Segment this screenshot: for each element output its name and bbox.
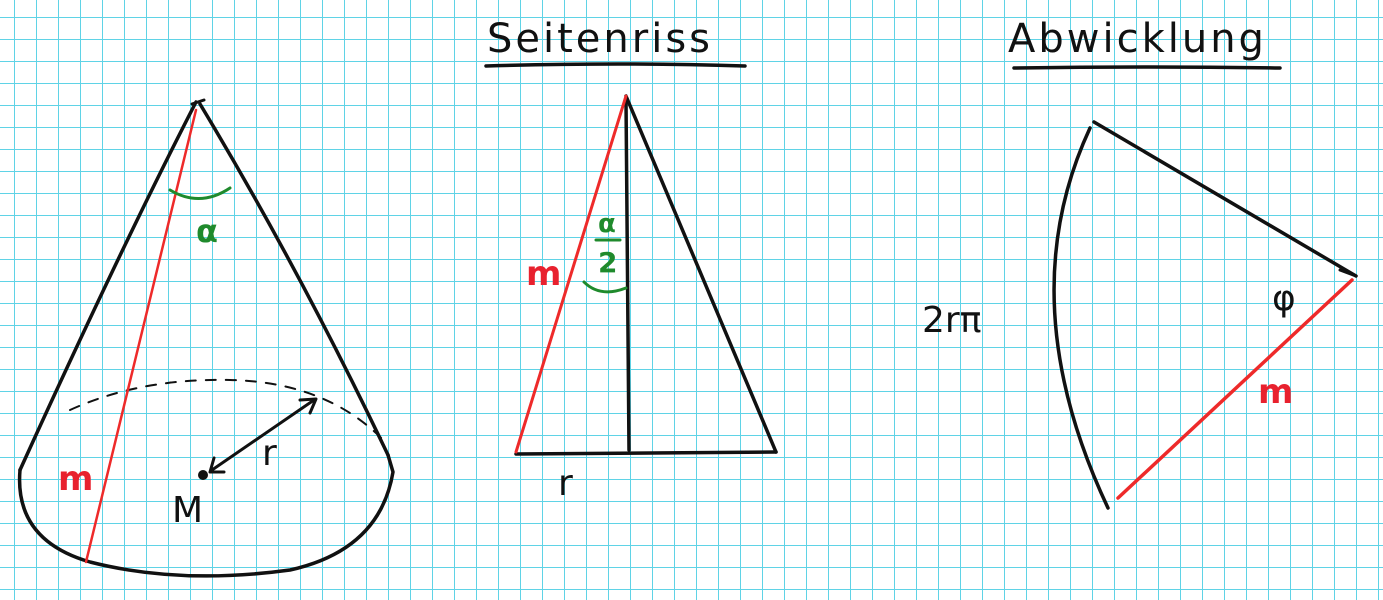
apex-angle-arc (168, 186, 232, 200)
cone-slant-label: m (58, 459, 93, 499)
cone-slant-line (84, 108, 198, 564)
cone-base-front-arc (17, 453, 395, 578)
side-view-slant-line (514, 94, 628, 454)
cone-figure: m α r M (17, 98, 395, 578)
cone-center-label: M (172, 490, 203, 531)
radius-arrow-head-outer (298, 397, 318, 415)
net-top-radius (1092, 120, 1358, 278)
side-view-slant-label: m (526, 254, 561, 294)
side-view-right-edge (624, 94, 778, 454)
side-view-section: Seitenriss m α 2 r (484, 16, 778, 504)
net-slant-radius (1116, 278, 1354, 500)
cone-right-edge (198, 102, 390, 457)
cone-radius-label: r (262, 433, 277, 474)
side-view-base-line (514, 450, 778, 456)
half-angle-numerator: α (598, 209, 616, 239)
side-view-heading: Seitenriss (487, 16, 713, 62)
net-heading-underline (1012, 65, 1282, 70)
cone-angle-label: α (196, 212, 218, 250)
cone-apex-tick (190, 98, 206, 106)
net-apex-mark (1338, 268, 1358, 278)
center-point (198, 470, 208, 480)
net-arc (1052, 126, 1110, 510)
half-angle-arc (582, 280, 628, 294)
net-slant-label: m (1258, 372, 1293, 412)
radius-arrow-head-inner (208, 456, 226, 474)
radius-arrow-line (210, 398, 316, 472)
side-view-height-line (624, 98, 631, 452)
side-view-heading-underline (484, 62, 747, 68)
net-arc-length-label: 2rπ (922, 300, 981, 341)
side-view-radius-label: r (558, 463, 573, 504)
net-angle-label: φ (1272, 278, 1296, 319)
net-section: Abwicklung 2rπ φ m (922, 16, 1358, 510)
net-heading: Abwicklung (1008, 16, 1267, 62)
cone-base-back-arc (69, 378, 389, 446)
half-angle-denominator: 2 (598, 246, 617, 279)
cone-left-edge (18, 100, 198, 472)
